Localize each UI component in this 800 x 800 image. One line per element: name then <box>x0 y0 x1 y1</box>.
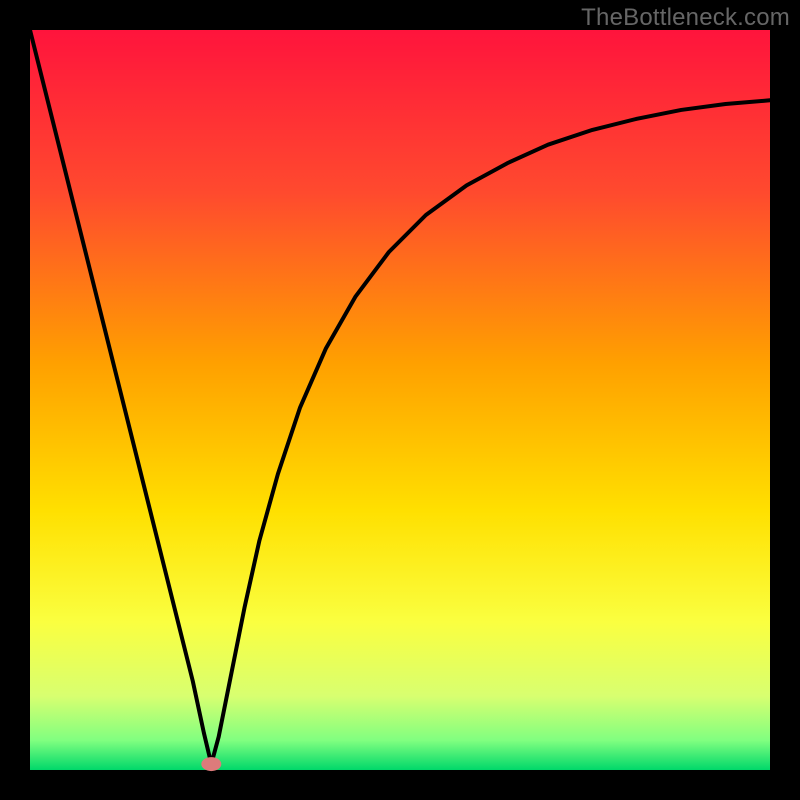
chart-container: TheBottleneck.com <box>0 0 800 800</box>
watermark-text: TheBottleneck.com <box>581 4 790 32</box>
minimum-marker <box>201 757 221 771</box>
chart-svg <box>0 0 800 800</box>
plot-area <box>30 30 770 770</box>
